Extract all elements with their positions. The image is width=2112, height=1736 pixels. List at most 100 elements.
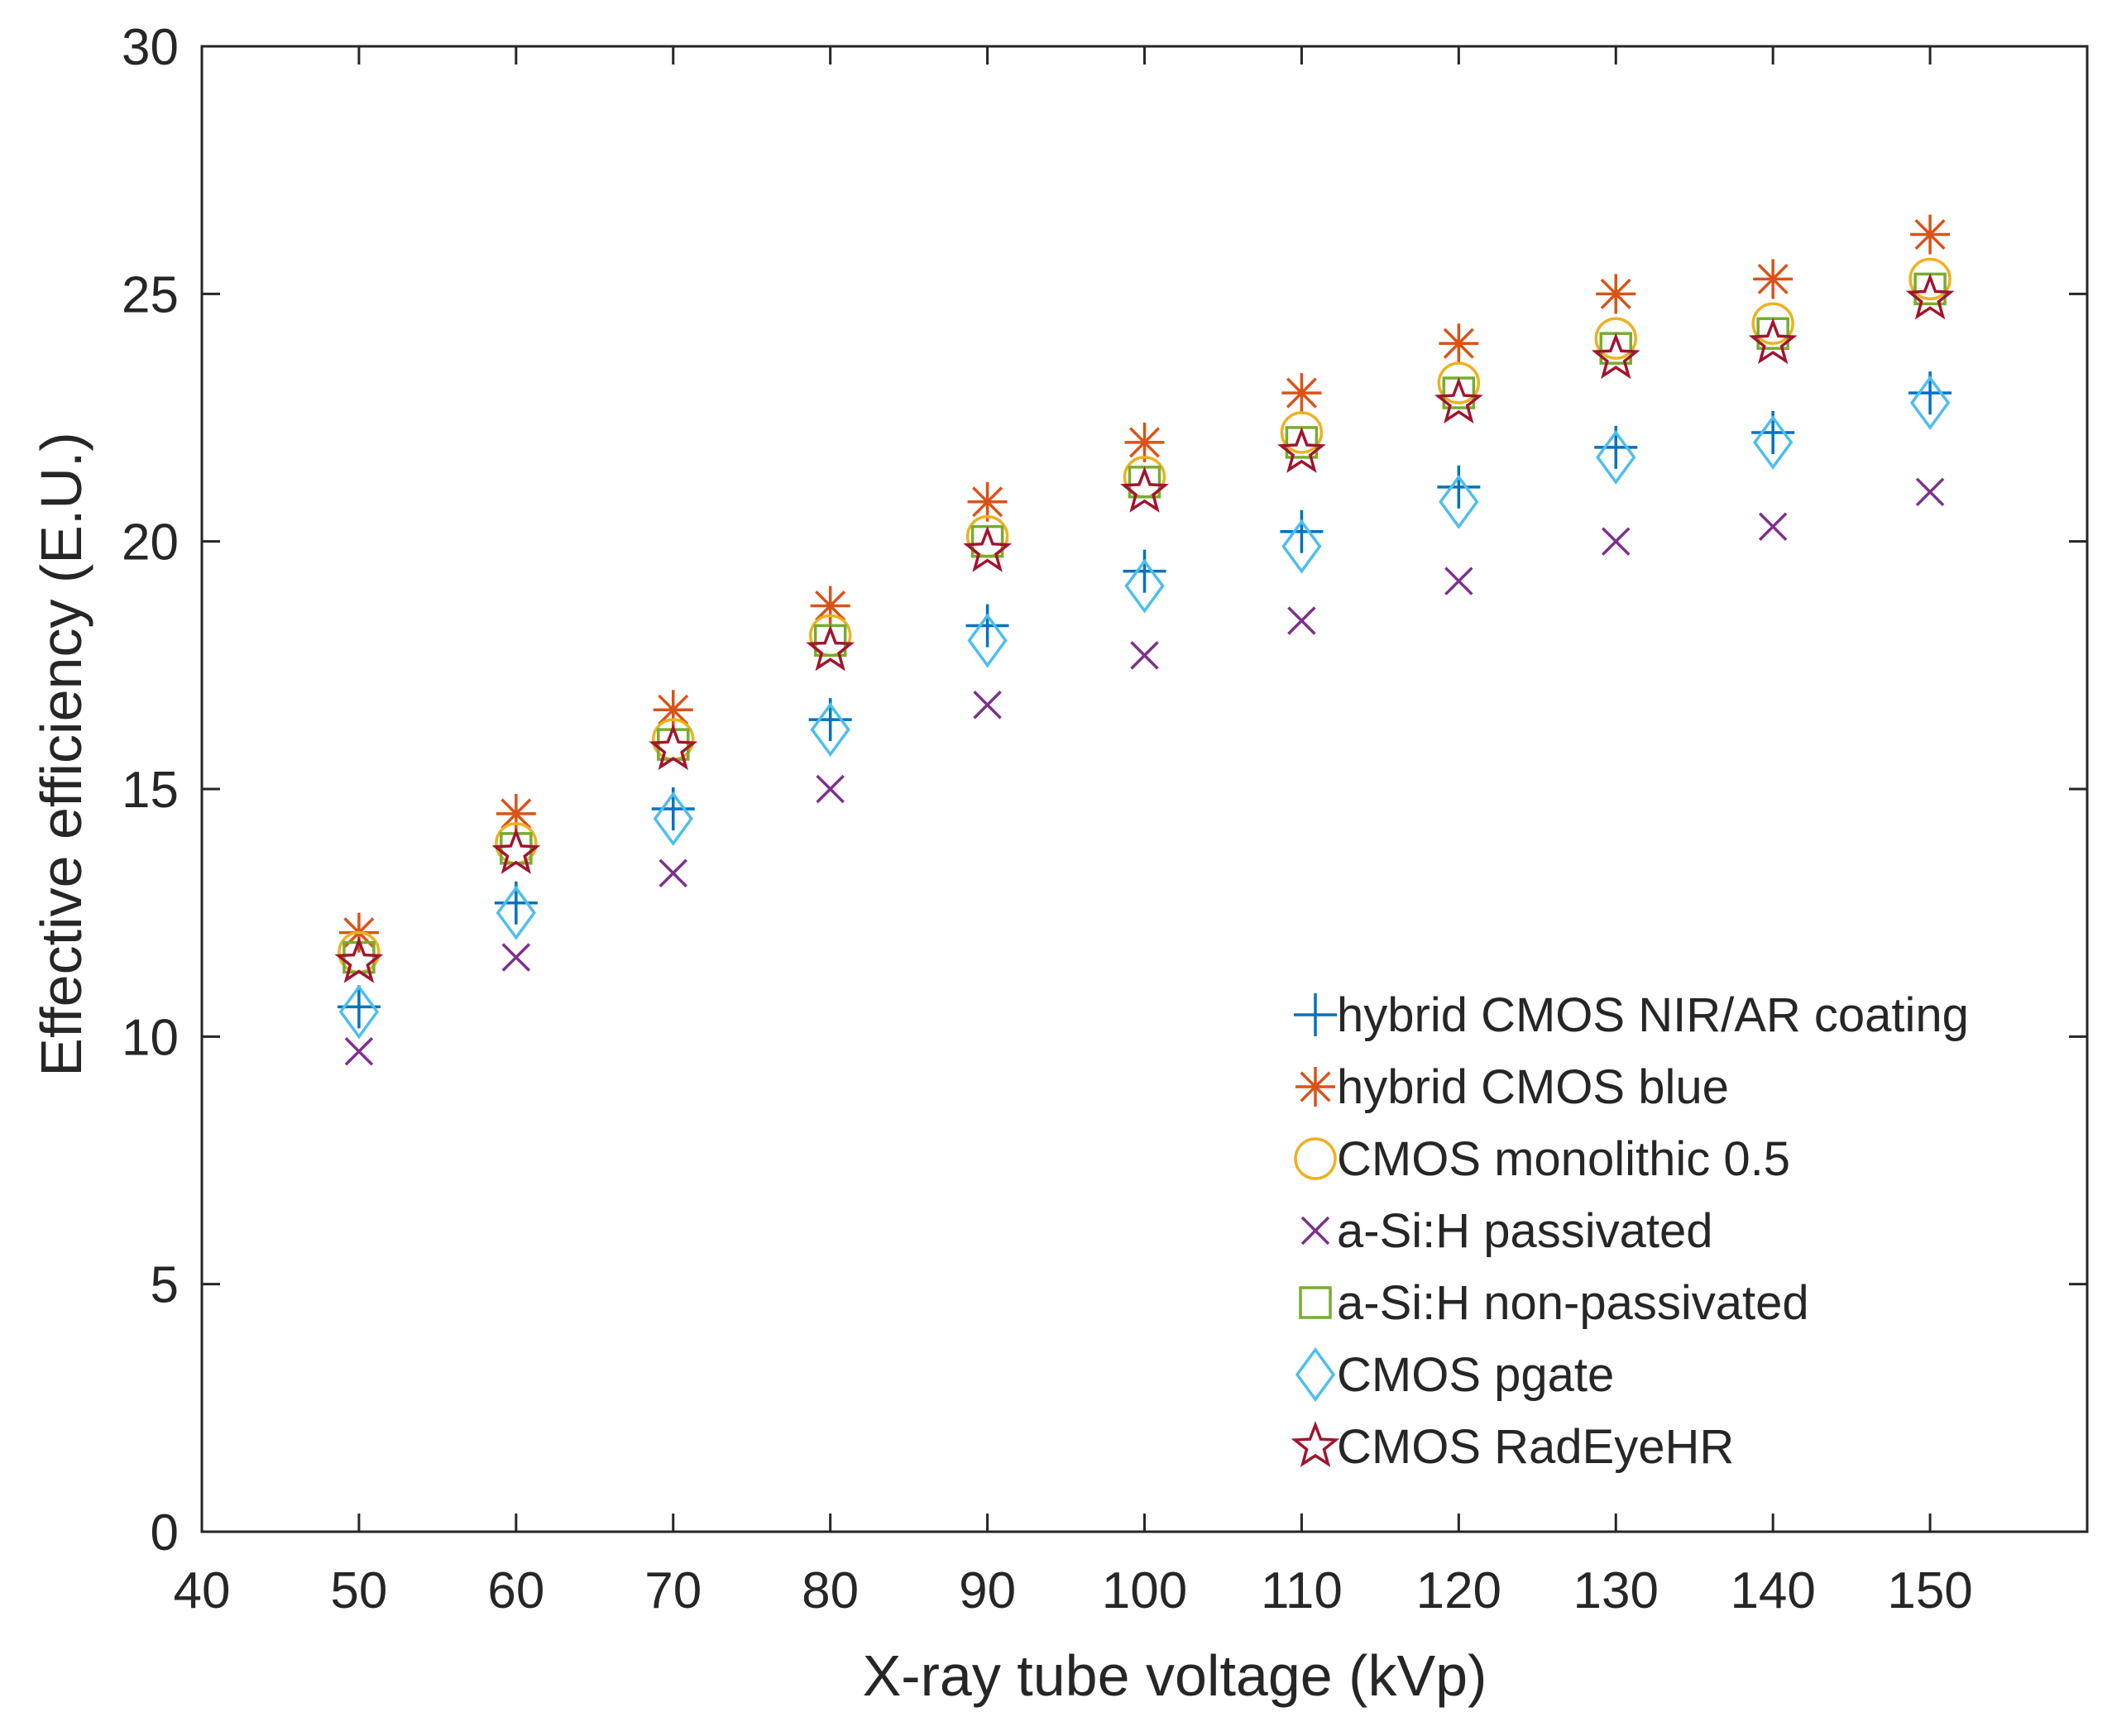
data-point [1753,259,1794,299]
series-0 [337,371,1952,1029]
x-tick-label: 150 [1887,1562,1972,1619]
data-point [653,791,693,846]
series-5 [338,375,1951,1040]
legend-label: CMOS monolithic 0.5 [1337,1132,1790,1186]
data-point [1596,274,1636,314]
data-point [816,774,845,804]
x-tick-label: 60 [487,1562,544,1619]
data-point [659,858,687,888]
data-point [1281,519,1322,574]
data-point [1909,375,1951,430]
data-point [1444,567,1473,595]
legend-marker [1291,1421,1340,1467]
data-point [1120,466,1169,513]
data-point [1439,323,1479,364]
data-point [496,793,536,834]
legend-label: hybrid CMOS NIR/AR coating [1337,988,1969,1042]
x-tick-label: 140 [1730,1562,1815,1619]
legend: hybrid CMOS NIR/AR coating hybrid CMOS bl… [1291,988,1969,1474]
data-point [1758,512,1788,541]
data-point [1123,549,1166,593]
y-tick-label: 0 [151,1504,179,1561]
legend-marker [1299,1286,1332,1319]
data-point [334,936,384,983]
legend-item: a-Si:H non-passivated [1299,1276,1809,1330]
x-tick-label: 40 [174,1562,231,1619]
data-point [496,885,537,940]
x-tick-label: 80 [802,1562,859,1619]
data-point [967,481,1008,522]
y-tick-label: 25 [122,266,179,323]
data-point [1280,509,1324,553]
data-point [653,690,693,730]
series-1 [338,214,1951,953]
legend-item: CMOS monolithic 0.5 [1294,1132,1790,1186]
data-point [810,702,850,758]
data-point [1915,477,1945,507]
legend-marker [1294,993,1337,1036]
x-tick-label: 90 [959,1562,1016,1619]
legend-item: hybrid CMOS NIR/AR coating [1294,988,1969,1042]
data-point [491,827,541,874]
data-point [1287,606,1316,635]
data-point [967,613,1008,668]
data-point [1130,641,1159,670]
x-tick-label: 110 [1261,1562,1343,1619]
legend-item: hybrid CMOS blue [1295,1060,1729,1114]
x-axis-title: X-ray tube voltage (kVp) [863,1643,1487,1708]
x-tick-label: 130 [1573,1562,1659,1619]
legend-item: CMOS pgate [1295,1347,1614,1402]
legend-label: a-Si:H non-passivated [1337,1276,1809,1330]
data-point [1276,426,1326,473]
x-tick-label: 120 [1416,1562,1501,1619]
data-point [1594,317,1637,360]
legend-item: CMOS RadEyeHR [1291,1420,1734,1474]
x-tick-label: 100 [1102,1562,1187,1619]
x-tick-label: 70 [644,1562,702,1619]
data-point [344,1037,374,1066]
y-tick-label: 10 [122,1009,179,1066]
series-3 [344,477,1945,1066]
data-point [1905,273,1955,320]
axis-ticks: 40 50 60 70 80 90 100 110 120 130 140 150 0 5 10 15 20 25… [122,19,2087,1619]
y-tick-label: 30 [122,19,179,76]
data-point [1748,318,1798,365]
data-point [649,724,698,771]
y-tick-label: 20 [122,514,179,571]
data-point [1124,422,1165,462]
y-tick-label: 5 [151,1257,179,1314]
data-point [1437,361,1481,404]
data-point [1591,332,1640,380]
data-point [338,984,380,1040]
data-point [1124,558,1165,614]
data-point [1280,411,1324,454]
data-point [973,690,1002,720]
legend-label: hybrid CMOS blue [1337,1060,1729,1114]
series-2 [338,257,1952,974]
x-tick-label: 50 [330,1562,387,1619]
data-point [1281,373,1322,414]
data-point [1908,257,1952,301]
data-point [1751,302,1794,346]
data-point [1910,214,1951,255]
legend-marker [1294,1137,1337,1180]
data-markers [334,214,1955,1066]
data-point [965,604,1009,648]
y-tick-label: 15 [122,762,179,819]
data-point [1434,377,1483,424]
data-point [1752,414,1794,470]
legend-marker [1295,1347,1336,1402]
data-point [1437,465,1481,509]
legend-marker [1295,1067,1335,1107]
data-point [1596,429,1636,485]
legend-label: CMOS pgate [1337,1348,1614,1402]
data-point [1439,474,1479,529]
data-point [1602,527,1631,556]
data-point [810,586,850,626]
legend-label: CMOS RadEyeHR [1337,1420,1734,1474]
series-4 [342,272,1947,974]
series-6 [334,273,1955,983]
data-point [806,624,855,672]
legend-label: a-Si:H passivated [1337,1204,1713,1258]
